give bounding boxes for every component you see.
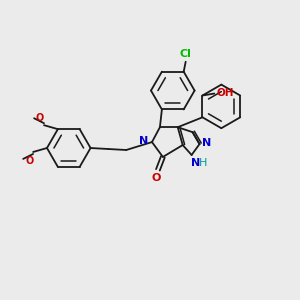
Text: O: O — [25, 156, 33, 166]
Text: O: O — [151, 173, 160, 183]
Text: OH: OH — [217, 88, 234, 98]
Text: N: N — [140, 136, 149, 146]
Text: N: N — [202, 138, 211, 148]
Text: Cl: Cl — [180, 49, 192, 59]
Text: H: H — [199, 158, 208, 168]
Text: O: O — [36, 113, 44, 123]
Text: N: N — [191, 158, 200, 168]
